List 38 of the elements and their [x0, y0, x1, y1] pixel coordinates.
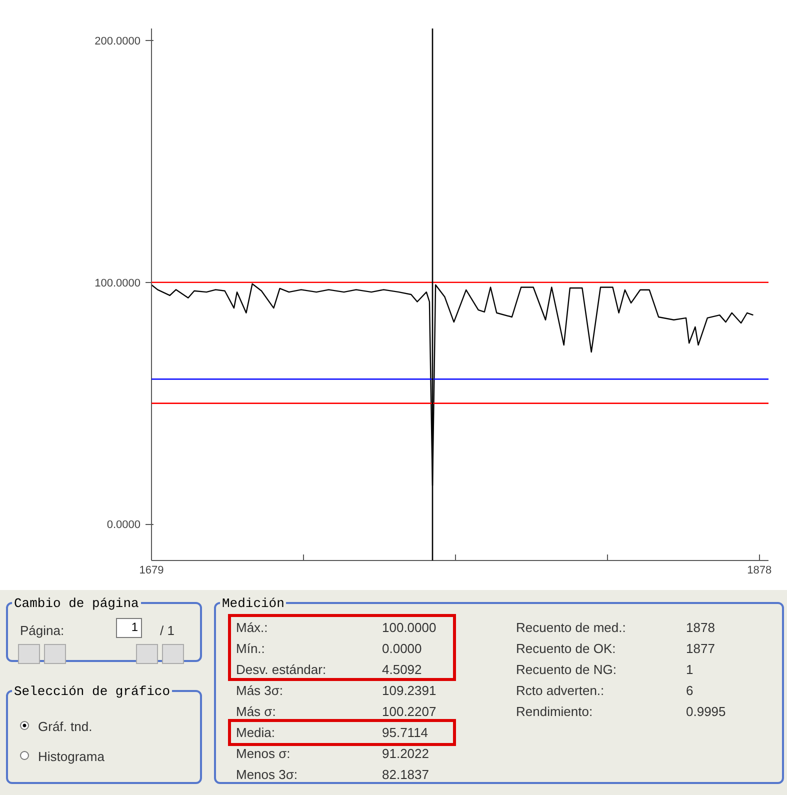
y-tick-label: 200.0000	[94, 36, 141, 48]
text: Selección de gráfico	[12, 683, 172, 702]
text: Rcto adverten.:	[516, 683, 604, 699]
text: Más 3σ:	[236, 683, 284, 699]
y-tick-label: 0.0000	[106, 519, 141, 532]
text: 1	[116, 618, 142, 638]
text: Recuento de NG:	[516, 662, 616, 678]
text: Medición	[220, 595, 286, 614]
text: 100.2207	[382, 704, 436, 720]
text: 109.2391	[382, 683, 436, 699]
text: Menos σ:	[236, 746, 290, 762]
text: Recuento de med.:	[516, 620, 626, 636]
text: Mín.:	[236, 641, 265, 657]
text: Menos 3σ:	[236, 767, 298, 783]
text: 0.9995	[686, 704, 726, 720]
text: 1878	[686, 620, 715, 636]
text: Gráf. tnd.	[38, 718, 92, 736]
text: 4.5092	[382, 662, 422, 678]
text: 1877	[686, 641, 715, 657]
text: 1	[686, 662, 694, 678]
text: Media:	[236, 725, 276, 741]
text: 82.1837	[382, 767, 429, 783]
text: Más σ:	[236, 704, 276, 720]
text: 6	[686, 683, 694, 699]
text: 100.0000	[382, 620, 436, 636]
text: Recuento de OK:	[516, 641, 616, 657]
x-tick-label: 1679	[139, 564, 164, 576]
y-tick-label: 100.0000	[94, 277, 141, 290]
text: Histograma	[38, 748, 104, 766]
text: Página:	[20, 622, 64, 640]
text: Rendimiento:	[516, 704, 593, 720]
text: 91.2022	[382, 746, 429, 762]
text: 0.0000	[382, 641, 422, 657]
text: Máx.:	[236, 620, 268, 636]
text: Desv. estándar:	[236, 662, 326, 678]
text: 95.7114	[382, 725, 428, 741]
text: / 1	[160, 622, 174, 640]
text: Cambio de página	[12, 595, 141, 614]
